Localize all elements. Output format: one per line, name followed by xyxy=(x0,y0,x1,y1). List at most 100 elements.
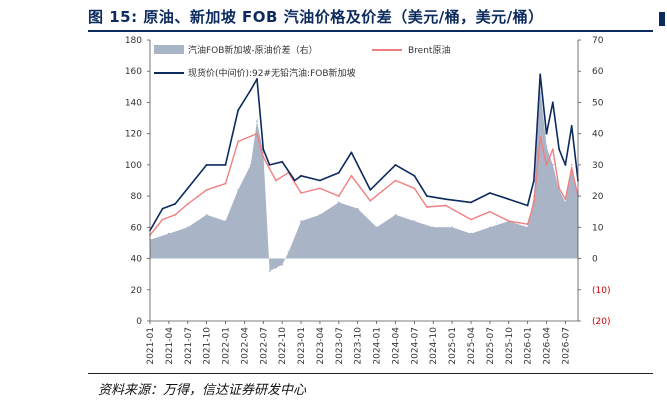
spread-point xyxy=(394,213,397,216)
x-tick-label: 2026-01 xyxy=(524,327,534,365)
spread-point xyxy=(451,226,454,229)
x-tick-label: 2024-07 xyxy=(410,327,420,365)
spread-point xyxy=(375,226,378,229)
line-layer xyxy=(149,73,579,237)
spread-point xyxy=(281,263,284,266)
fob-gasoline-point xyxy=(293,179,296,182)
legend-label-fob: 现货价(中间价):92#无铅汽油:FOB新加坡 xyxy=(188,67,356,79)
left-tick-label: 0 xyxy=(136,317,142,327)
spread-point xyxy=(488,226,491,229)
right-tick-label: 60 xyxy=(592,67,604,77)
brent-point xyxy=(262,156,265,158)
x-tick-label: 2026-07 xyxy=(561,327,571,365)
source-note: 资料来源：万得，信达证券研发中心 xyxy=(98,383,307,398)
fob-gasoline-point xyxy=(394,163,397,166)
x-tick-label: 2021-10 xyxy=(203,327,213,365)
brent-point xyxy=(558,187,561,190)
chart-svg: 0 20 40 60 80 100 120 140 160 180 (20) (10) 0 10 20 30 4… xyxy=(125,36,611,365)
right-tick-label: 40 xyxy=(592,130,604,140)
right-tick-label: 30 xyxy=(592,161,604,171)
brent-point xyxy=(186,203,189,205)
fob-gasoline-point xyxy=(539,73,542,76)
x-tick-label: 2024-10 xyxy=(429,327,439,365)
right-tick-label: (10) xyxy=(592,286,610,296)
brent-point xyxy=(539,135,542,138)
spread-point xyxy=(470,232,472,235)
spread-point xyxy=(268,270,271,272)
brent-point xyxy=(224,182,227,185)
fob-gasoline-point xyxy=(533,179,535,182)
spread-point xyxy=(224,220,227,222)
left-tick-label: 140 xyxy=(125,98,142,108)
fob-gasoline-point xyxy=(488,192,491,194)
x-tick-label: 2025-04 xyxy=(467,327,477,365)
spread-point xyxy=(356,207,359,210)
fob-gasoline-point xyxy=(444,198,447,201)
fob-gasoline-point xyxy=(161,207,164,210)
x-tick-label: 2024-01 xyxy=(373,327,383,365)
fob-gasoline-point xyxy=(551,101,554,104)
right-tick-label: 20 xyxy=(592,192,604,202)
fob-gasoline-point xyxy=(426,195,428,198)
right-tick-label: 10 xyxy=(592,223,604,233)
brent-point xyxy=(161,218,164,221)
spread-point xyxy=(237,188,240,191)
spread-point xyxy=(167,232,170,235)
left-tick-label: 120 xyxy=(125,130,142,140)
spread-point xyxy=(249,163,252,166)
fob-gasoline-point xyxy=(319,179,321,182)
x-tick-label: 2022-10 xyxy=(278,327,288,365)
fob-gasoline-point xyxy=(507,198,510,201)
brent-point xyxy=(350,174,353,177)
brent-point xyxy=(533,203,535,205)
brent-point xyxy=(507,220,510,222)
spread-point xyxy=(337,201,340,204)
x-tick-label: 2021-01 xyxy=(146,327,156,365)
spread-point xyxy=(287,251,290,254)
fob-gasoline-point xyxy=(174,203,177,205)
edge-marker xyxy=(659,12,665,26)
spread-point xyxy=(564,201,567,204)
x-tick-label: 2024-04 xyxy=(391,327,401,365)
fob-gasoline-point xyxy=(281,160,284,163)
axis-layer: 0 20 40 60 80 100 120 140 160 180 (20) (10) 0 10 20 30 4… xyxy=(125,36,611,365)
fob-gasoline-point xyxy=(256,78,258,80)
x-tick-label: 2025-07 xyxy=(486,327,496,365)
brent-point xyxy=(337,195,340,198)
fob-gasoline-point xyxy=(224,163,227,166)
fob-gasoline-point xyxy=(470,201,472,204)
right-tick-label: 70 xyxy=(592,36,604,46)
spread-point xyxy=(432,226,435,229)
legend-swatch-spread xyxy=(154,45,184,54)
right-tick-label: 50 xyxy=(592,98,604,108)
brent-point xyxy=(256,132,258,135)
right-tick-label: 0 xyxy=(592,255,598,265)
fob-gasoline-point xyxy=(564,163,567,166)
brent-point xyxy=(564,198,567,201)
fob-gasoline-point xyxy=(249,89,252,91)
fob-gasoline-point xyxy=(369,188,372,191)
spread-point xyxy=(413,220,416,222)
spread-point xyxy=(274,267,277,269)
fob-gasoline-point xyxy=(545,132,548,135)
fob-gasoline-point xyxy=(570,124,573,127)
brent-point xyxy=(526,223,529,226)
brent-point xyxy=(394,179,397,182)
x-tick-label: 2021-04 xyxy=(165,327,175,365)
x-tick-label: 2022-04 xyxy=(240,327,250,365)
brent-point xyxy=(274,179,277,182)
x-tick-label: 2022-07 xyxy=(259,327,269,365)
spread-point xyxy=(545,145,548,148)
x-tick-label: 2023-07 xyxy=(335,327,345,365)
brent-point xyxy=(300,192,302,194)
left-tick-label: 20 xyxy=(131,286,143,296)
brent-point xyxy=(444,204,447,207)
spread-point xyxy=(526,226,529,229)
spread-point xyxy=(319,213,321,216)
figure-title: 图 15: 原油、新加坡 FOB 汽油价格及价差（美元/桶，美元/桶） xyxy=(88,8,544,26)
fob-gasoline-point xyxy=(413,174,416,177)
fob-gasoline-point xyxy=(186,187,189,190)
fob-gasoline-point xyxy=(350,151,353,154)
spread-point xyxy=(570,163,573,166)
x-tick-label: 2023-04 xyxy=(316,327,326,365)
